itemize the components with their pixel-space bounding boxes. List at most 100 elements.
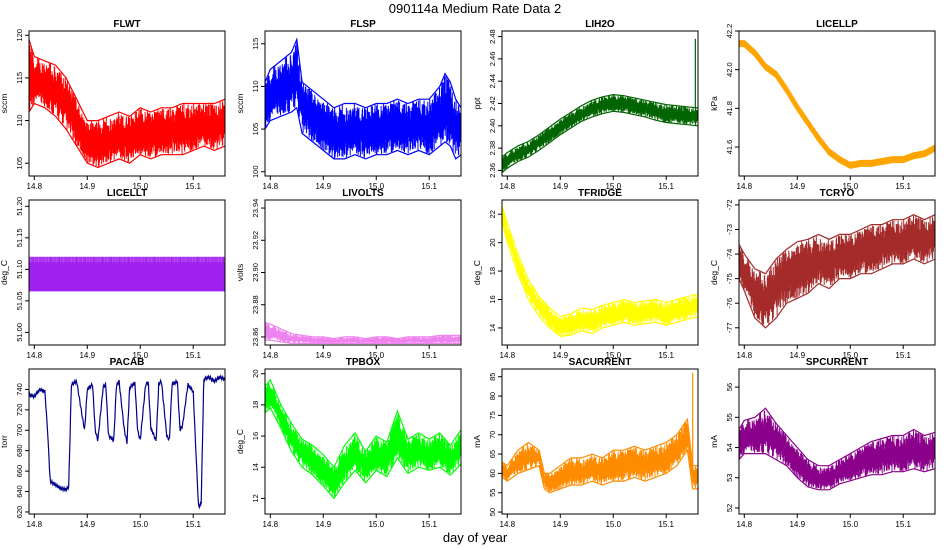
x-tick-label-tpbox: 15.1	[421, 520, 437, 529]
x-tick-label-lih2o: 15.0	[605, 182, 621, 191]
y-tick-label-licellt: 51.10	[15, 260, 24, 279]
series-livolts	[265, 321, 461, 344]
x-tick-label-flwt: 14.8	[27, 182, 43, 191]
x-tick-label-flsp: 14.9	[315, 182, 331, 191]
series-band-flsp	[265, 42, 461, 159]
x-tick-label-spcurrent: 14.8	[737, 520, 753, 529]
series-lower-livolts	[265, 339, 461, 344]
x-tick-label-livolts: 15.0	[368, 351, 384, 360]
y-tick-label-tcryo: -73	[725, 224, 734, 235]
panel-tpbox: TPBOX deg_C 14.8 14.9 15.0 15.1 12 14 16 18 20	[235, 357, 462, 529]
series-lower-lih2o	[502, 110, 698, 174]
y-tick-label-tcryo: -75	[725, 273, 734, 284]
panel-title-flsp: FLSP	[350, 19, 376, 30]
series-line-pacab	[29, 374, 225, 510]
x-tick-label-livolts: 15.1	[421, 351, 437, 360]
y-tick-label-licellp: 41.8	[725, 101, 734, 116]
series-upper-spcurrent	[739, 407, 935, 467]
y-tick-label-lih2o: 2.36	[488, 163, 497, 178]
y-tick-label-tfridge: 16	[488, 295, 497, 303]
y-tick-label-tpbox: 14	[251, 463, 260, 471]
x-tick-label-pacab: 15.1	[185, 520, 201, 529]
x-tick-label-tcryo: 15.0	[842, 351, 858, 360]
series-band-tpbox	[265, 382, 461, 498]
y-tick-label-pacab: 680	[15, 444, 24, 457]
x-tick-label-flsp: 15.1	[421, 182, 437, 191]
panel-title-spcurrent: SPCURRENT	[806, 357, 868, 368]
x-tick-label-lih2o: 15.1	[658, 182, 674, 191]
y-tick-label-tcryo: -77	[725, 322, 734, 333]
y-tick-label-licellt: 51.00	[15, 323, 24, 342]
y-tick-label-flsp: 115	[251, 38, 260, 50]
series-band-sacurrent	[502, 422, 698, 493]
x-tick-label-licellt: 14.9	[79, 351, 95, 360]
series-upper-lih2o	[502, 93, 698, 158]
series-upper-licellp	[739, 40, 935, 164]
series-lih2o	[502, 38, 698, 174]
series-band-livolts	[265, 322, 461, 344]
x-tick-label-spcurrent: 15.1	[895, 520, 911, 529]
panel-title-licellp: LICELLP	[816, 19, 858, 30]
x-tick-label-flsp: 15.0	[368, 182, 384, 191]
y-tick-label-livolts: 23.88	[251, 295, 260, 314]
y-tick-label-sacurrent: 85	[488, 373, 497, 381]
plot-frame-tcryo	[738, 199, 936, 346]
y-tick-label-lih2o: 2.40	[488, 119, 497, 134]
panel-pacab: PACAB torr 14.8 14.9 15.0 15.1 620 640 660 680 700…	[0, 357, 226, 529]
y-tick-label-sacurrent: 65	[488, 450, 497, 458]
x-tick-label-flsp: 14.8	[263, 182, 279, 191]
plot-frame-tfridge	[501, 199, 699, 346]
y-tick-label-pacab: 700	[15, 424, 24, 437]
y-tick-label-sacurrent: 60	[488, 469, 497, 477]
panel-flsp: FLSP sccm 14.8 14.9 15.0 15.1 100 105 110 115	[235, 19, 462, 191]
y-label-sacurrent: mA	[472, 435, 482, 448]
y-tick-label-flsp: 100	[251, 165, 260, 178]
x-tick-label-flwt: 15.1	[185, 182, 201, 191]
panel-title-livolts: LIVOLTS	[342, 188, 384, 199]
y-label-spcurrent: mA	[709, 435, 719, 448]
y-label-pacab: torr	[0, 435, 9, 448]
x-tick-label-livolts: 14.8	[263, 351, 279, 360]
y-tick-label-sacurrent: 50	[488, 508, 497, 516]
y-tick-label-licellp: 42.0	[725, 62, 734, 77]
y-label-licellt: deg_C	[0, 260, 9, 285]
y-tick-label-livolts: 23.90	[251, 263, 260, 282]
y-tick-label-pacab: 640	[15, 485, 24, 498]
x-tick-label-tcryo: 14.8	[737, 351, 753, 360]
y-label-flwt: sccm	[0, 94, 9, 114]
x-axis-label: day of year	[442, 530, 508, 545]
series-lower-tfridge	[502, 221, 698, 338]
panel-licellt: LICELLT deg_C 14.8 14.9 15.0 15.1 51.00 51.05 51…	[0, 188, 226, 360]
x-tick-label-licellp: 14.9	[789, 182, 805, 191]
x-tick-label-sacurrent: 15.0	[605, 520, 621, 529]
y-tick-label-tpbox: 18	[251, 401, 260, 409]
x-tick-label-tfridge: 14.9	[552, 351, 568, 360]
y-tick-label-flwt: 105	[15, 157, 24, 170]
panel-livolts: LIVOLTS volts 14.8 14.9 15.0 15.1 23.86 23.88 23…	[235, 188, 462, 360]
y-tick-label-livolts: 23.92	[251, 231, 260, 250]
series-upper-tcryo	[739, 214, 935, 275]
y-label-tpbox: deg_C	[235, 429, 245, 454]
y-tick-label-licellt: 51.05	[15, 291, 24, 310]
x-tick-label-licellp: 15.1	[895, 182, 911, 191]
y-tick-label-sacurrent: 80	[488, 392, 497, 400]
y-tick-label-tpbox: 12	[251, 494, 260, 502]
y-tick-label-tcryo: -76	[725, 298, 734, 309]
series-band-tcryo	[739, 215, 935, 325]
y-tick-label-flsp: 110	[251, 80, 260, 92]
y-tick-label-licellt: 51.15	[15, 228, 24, 247]
plot-frame-pacab	[28, 368, 226, 515]
y-tick-label-spcurrent: 56	[725, 383, 734, 391]
x-tick-label-tpbox: 14.9	[315, 520, 331, 529]
plot-frame-flwt	[28, 30, 226, 177]
y-tick-label-spcurrent: 55	[725, 413, 734, 421]
panel-title-pacab: PACAB	[110, 357, 145, 368]
x-tick-label-pacab: 15.0	[132, 520, 148, 529]
series-tfridge	[502, 205, 698, 338]
series-lower-tcryo	[739, 258, 935, 329]
series-sacurrent	[502, 372, 698, 494]
y-tick-label-lih2o: 2.44	[488, 74, 497, 89]
panel-licellp: LICELLP kPa 14.8 14.9 15.0 15.1 41.6 41.8 42.0 42…	[709, 19, 936, 191]
y-tick-label-pacab: 620	[15, 506, 24, 519]
series-upper-tfridge	[502, 205, 698, 318]
